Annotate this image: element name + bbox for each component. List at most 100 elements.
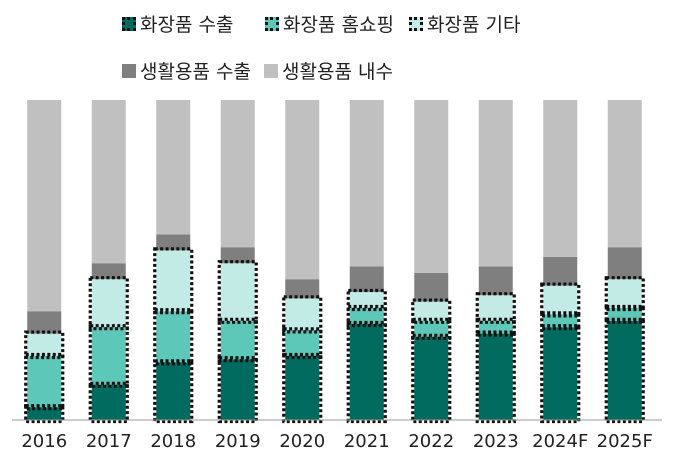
bar-segment-2021-s3 bbox=[349, 266, 384, 292]
legend-swatch bbox=[409, 16, 423, 31]
legend-item-cosmetics-homeshopping: 화장품 홈쇼핑 bbox=[265, 10, 394, 37]
bar-segment-2020-s3 bbox=[285, 279, 320, 299]
bar-segment-2019-s2 bbox=[220, 263, 255, 321]
x-tick-label: 2018 bbox=[150, 431, 196, 452]
bar-outline-2020-s2 bbox=[282, 295, 323, 334]
x-tick-labels: 2016 2017 2018 2019 2020 2021 2022 2023 2024F 202… bbox=[21, 431, 652, 452]
bar-segment-2024F-s3 bbox=[543, 256, 578, 286]
bar-outline-2020-s0 bbox=[282, 352, 323, 424]
legend-item-cosmetics-export: 화장품 수출 bbox=[122, 10, 233, 37]
bar-segment-2025F-s4 bbox=[607, 100, 642, 248]
bar-outline-2022-s1 bbox=[411, 317, 452, 340]
legend-label: 화장품 기타 bbox=[427, 14, 521, 36]
bar-segment-2017-s3 bbox=[91, 263, 126, 280]
bar-outline-2022-s2 bbox=[411, 298, 452, 324]
bar-outline-2018-s0 bbox=[153, 359, 194, 424]
bar-segment-2021-s4 bbox=[349, 100, 384, 267]
bar-segment-2016-s4 bbox=[27, 100, 62, 312]
bar-segment-2023-s0 bbox=[478, 333, 513, 420]
bar-segment-2016-s0 bbox=[27, 407, 62, 420]
bar-segment-2016-s3 bbox=[27, 311, 62, 334]
bar-outline-2021-s0 bbox=[346, 320, 387, 424]
bar-segment-2016-s1 bbox=[27, 356, 62, 408]
x-tick-label: 2021 bbox=[344, 431, 390, 452]
bar-outline-2016-s2 bbox=[24, 330, 65, 360]
bar-segment-2018-s0 bbox=[156, 362, 191, 420]
bar-outline-2023-s0 bbox=[475, 330, 516, 424]
bar-segment-2024F-s4 bbox=[543, 100, 578, 257]
bar-segment-2016-s2 bbox=[27, 333, 62, 356]
bar-segment-2024F-s0 bbox=[543, 327, 578, 420]
legend-label: 화장품 홈쇼핑 bbox=[283, 14, 394, 36]
bar-outline-2019-s0 bbox=[217, 356, 258, 424]
bar-segment-2025F-s3 bbox=[607, 247, 642, 280]
legend-swatch bbox=[122, 63, 136, 78]
bar-segment-2020-s1 bbox=[285, 330, 320, 356]
bar-segment-2017-s2 bbox=[91, 279, 126, 328]
x-tick-label: 2025F bbox=[597, 431, 653, 452]
bar-segment-2022-s2 bbox=[414, 301, 449, 321]
bar-outline-2020-s1 bbox=[282, 327, 323, 360]
bar-segment-2021-s1 bbox=[349, 308, 384, 324]
bar-segment-2019-s3 bbox=[220, 247, 255, 264]
bars-group bbox=[27, 100, 642, 420]
bar-segment-2024F-s2 bbox=[543, 285, 578, 315]
bar-segment-2022-s4 bbox=[414, 100, 449, 273]
x-tick-label: 2019 bbox=[215, 431, 261, 452]
x-tick-label: 2024F bbox=[532, 431, 588, 452]
bar-outline-2016-s1 bbox=[24, 352, 65, 411]
bar-outline-2024F-s2 bbox=[540, 282, 581, 318]
outlines-group bbox=[24, 247, 645, 424]
bar-segment-2019-s4 bbox=[220, 100, 255, 248]
legend-item-household-domestic: 생활용품 내수 bbox=[264, 57, 393, 84]
bar-outline-2025F-s1 bbox=[604, 304, 645, 324]
bar-outline-2025F-s0 bbox=[604, 317, 645, 424]
legend: 화장품 수출 화장품 홈쇼핑 화장품 기타 생활용품 수출 생활용품 내수 bbox=[0, 0, 680, 90]
bar-segment-2022-s3 bbox=[414, 272, 449, 302]
bar-segment-2017-s0 bbox=[91, 384, 126, 420]
bar-outline-2021-s1 bbox=[346, 304, 387, 328]
bar-outline-2019-s1 bbox=[217, 317, 258, 363]
bar-outline-2021-s2 bbox=[346, 288, 387, 312]
legend-item-cosmetics-other: 화장품 기타 bbox=[409, 10, 520, 37]
bar-segment-2021-s2 bbox=[349, 292, 384, 308]
bar-outline-2024F-s0 bbox=[540, 324, 581, 424]
legend-label: 화장품 수출 bbox=[140, 14, 234, 36]
bar-segment-2024F-s1 bbox=[543, 314, 578, 328]
bar-segment-2023-s3 bbox=[478, 266, 513, 296]
bar-segment-2022-s1 bbox=[414, 320, 449, 337]
bar-segment-2017-s4 bbox=[91, 100, 126, 264]
bar-segment-2025F-s1 bbox=[607, 308, 642, 321]
bar-segment-2018-s1 bbox=[156, 311, 191, 363]
legend-swatch bbox=[122, 16, 136, 31]
bar-outline-2017-s0 bbox=[88, 381, 129, 424]
bar-segment-2025F-s2 bbox=[607, 279, 642, 308]
bar-outline-2018-s2 bbox=[153, 247, 194, 315]
bar-segment-2018-s4 bbox=[156, 100, 191, 235]
bar-segment-2023-s2 bbox=[478, 295, 513, 321]
legend-item-household-export: 생활용품 수출 bbox=[122, 57, 251, 84]
x-tick-label: 2023 bbox=[473, 431, 519, 452]
legend-swatch bbox=[265, 16, 279, 31]
bar-segment-2023-s4 bbox=[478, 100, 513, 267]
bar-segment-2023-s1 bbox=[478, 320, 513, 334]
bar-segment-2020-s4 bbox=[285, 100, 320, 280]
bar-outline-2016-s0 bbox=[24, 404, 65, 424]
bar-segment-2022-s0 bbox=[414, 336, 449, 420]
bar-outline-2019-s2 bbox=[217, 260, 258, 324]
bar-segment-2019-s0 bbox=[220, 359, 255, 420]
bar-segment-2021-s0 bbox=[349, 324, 384, 420]
x-tick-label: 2020 bbox=[279, 431, 325, 452]
x-tick-label: 2017 bbox=[86, 431, 132, 452]
bar-outline-2023-s1 bbox=[475, 317, 516, 337]
bar-segment-2020-s2 bbox=[285, 298, 320, 331]
x-tick-label: 2016 bbox=[21, 431, 67, 452]
x-tick-label: 2022 bbox=[408, 431, 454, 452]
legend-swatch bbox=[264, 63, 278, 78]
legend-label: 생활용품 수출 bbox=[140, 61, 251, 83]
bar-segment-2017-s1 bbox=[91, 327, 126, 385]
bar-segment-2018-s3 bbox=[156, 234, 191, 251]
bar-outline-2017-s2 bbox=[88, 276, 129, 331]
bar-segment-2018-s2 bbox=[156, 250, 191, 312]
